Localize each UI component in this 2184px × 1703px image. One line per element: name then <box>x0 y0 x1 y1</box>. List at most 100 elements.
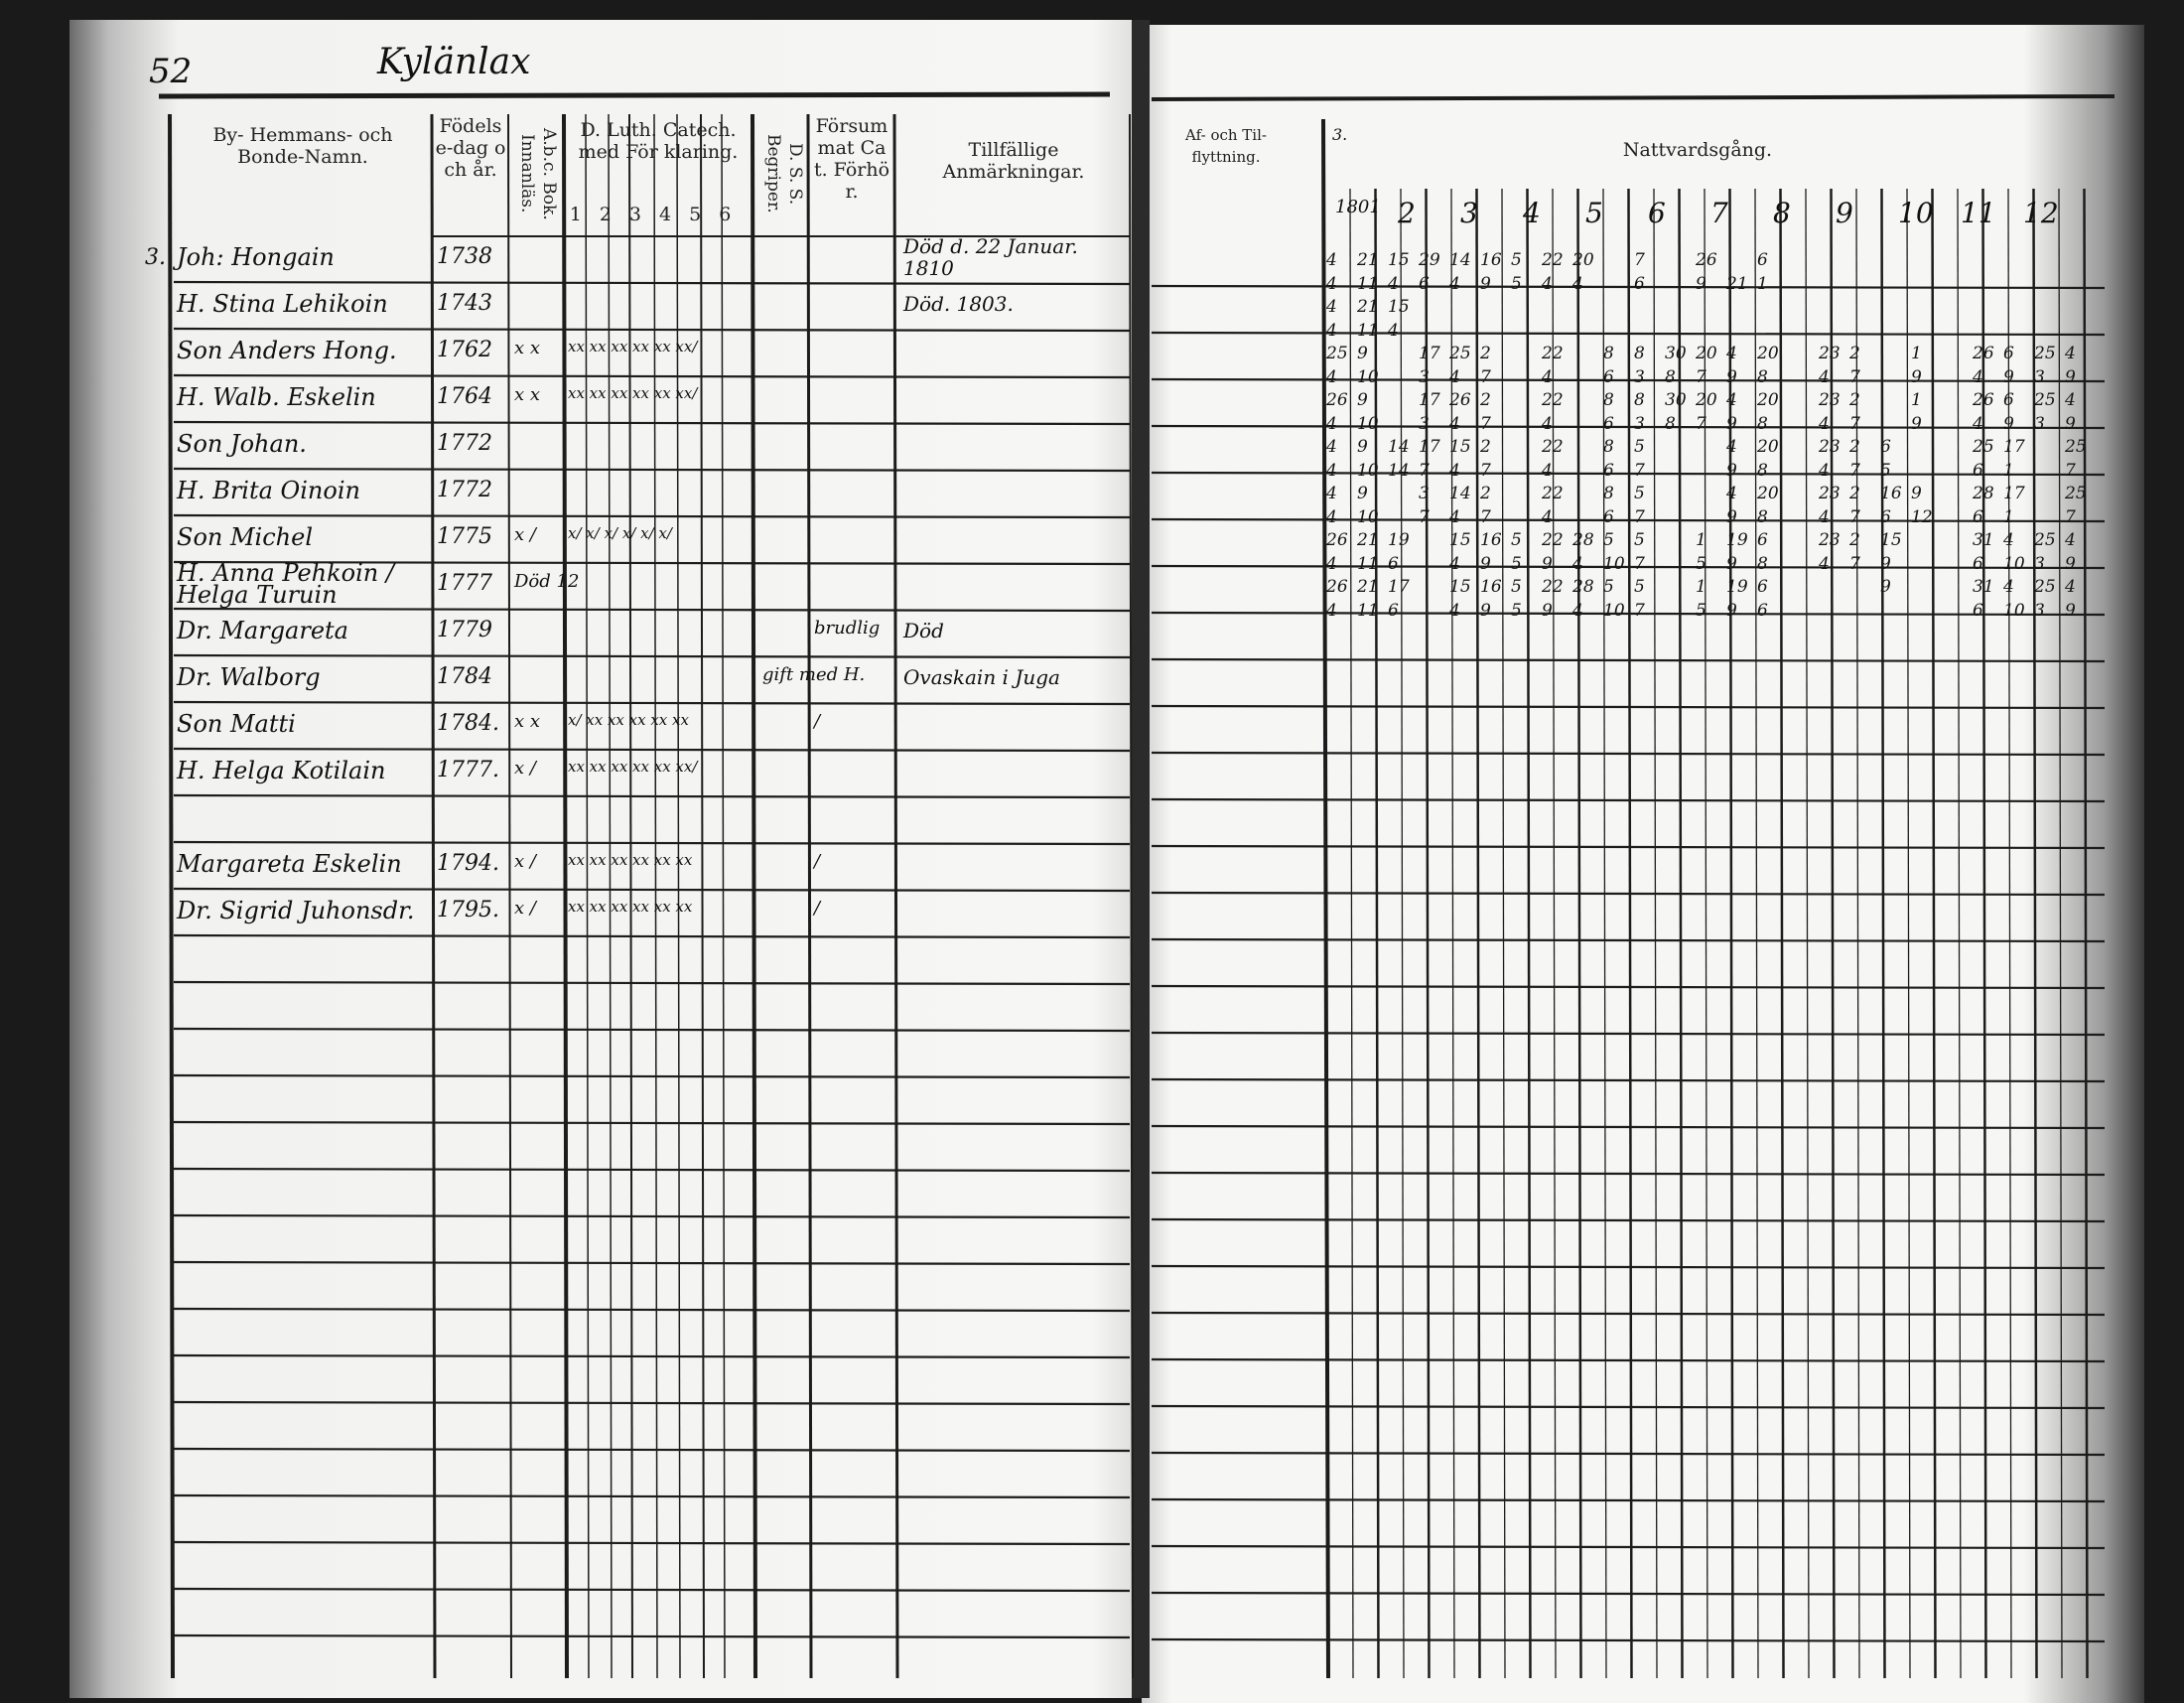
column-rule <box>1552 188 1557 1679</box>
communion-mark: 4 <box>1726 390 1737 410</box>
row-rule <box>173 653 1131 659</box>
person-name: Dr. Margareta <box>177 617 348 644</box>
communion-mark: 3 <box>2034 553 2045 574</box>
column-rule <box>1501 188 1506 1679</box>
person-name: H. Anna Pehkoin / Helga Turuin <box>177 559 394 609</box>
communion-mark: 26 <box>1326 577 1348 597</box>
communion-mark: 23 <box>1819 437 1841 457</box>
person-year: 1772 <box>437 478 492 502</box>
person-dss: / <box>814 851 821 872</box>
person-abc: x / <box>514 851 536 872</box>
communion-mark: 6 <box>1634 273 1645 294</box>
row-rule <box>1151 657 2106 663</box>
person-year: 1743 <box>437 291 492 316</box>
communion-mark: 17 <box>1419 390 1440 410</box>
communion-mark: 6 <box>1603 506 1614 527</box>
column-rule <box>1779 188 1785 1679</box>
person-remark: Död <box>903 619 944 642</box>
column-rule <box>1830 188 1836 1679</box>
communion-mark: 5 <box>1634 484 1645 503</box>
row-rule <box>1151 891 2106 897</box>
communion-mark: 20 <box>1757 390 1779 410</box>
year-11: 11 <box>1961 197 1996 229</box>
communion-mark: 7 <box>1849 366 1860 387</box>
communion-mark: 7 <box>2065 460 2076 481</box>
column-rule <box>585 113 590 1679</box>
row-rule <box>1151 331 2106 337</box>
person-year: 1738 <box>437 244 492 269</box>
communion-mark: 7 <box>1419 506 1430 527</box>
row-rule <box>173 1447 1131 1453</box>
year-4: 4 <box>1523 197 1541 229</box>
communion-mark: 9 <box>1911 413 1922 434</box>
person-catechism: xx xx xx xx xx xx <box>568 851 693 869</box>
column-rule <box>1906 188 1911 1679</box>
column-rule <box>892 113 899 1679</box>
person-remark: Död. 1803. <box>903 292 1014 316</box>
communion-mark: 8 <box>1603 344 1614 363</box>
communion-mark: 28 <box>1973 484 1994 503</box>
communion-mark: 4 <box>1819 460 1830 481</box>
part-1: 1 <box>569 204 600 225</box>
row-rule <box>173 1540 1131 1546</box>
communion-mark: 11 <box>1357 600 1379 621</box>
communion-mark: 6 <box>1880 437 1891 457</box>
communion-mark: 9 <box>1911 484 1922 503</box>
communion-mark: 4 <box>1449 413 1460 434</box>
communion-mark: 15 <box>1880 530 1902 550</box>
village-name: Kylänlax <box>377 42 531 82</box>
communion-mark: 15 <box>1449 530 1471 550</box>
person-abc: x x <box>514 384 541 405</box>
person-remark <box>903 561 1127 607</box>
row-rule <box>173 420 1131 426</box>
communion-mark: 15 <box>1449 437 1471 457</box>
communion-mark: 4 <box>1326 250 1337 270</box>
household-number: 3. <box>1332 125 1348 144</box>
communion-mark: 21 <box>1357 297 1379 317</box>
communion-mark: 14 <box>1388 460 1410 481</box>
person-abc: Död 12 <box>514 571 580 592</box>
communion-mark: 2 <box>1849 484 1860 503</box>
row-rule <box>173 1493 1131 1499</box>
communion-mark: 4 <box>1542 460 1553 481</box>
communion-mark: 17 <box>1419 437 1440 457</box>
communion-mark: 9 <box>1542 553 1553 574</box>
communion-mark: 6 <box>1757 600 1768 621</box>
person-year: 1795. <box>437 898 499 922</box>
row-rule <box>173 747 1131 753</box>
communion-mark: 20 <box>1757 344 1779 363</box>
row-rule <box>1151 751 2106 757</box>
part-5: 5 <box>689 204 720 225</box>
communion-mark: 15 <box>1449 577 1471 597</box>
row-rule <box>173 327 1131 333</box>
communion-mark: 8 <box>1665 366 1676 387</box>
communion-mark: 11 <box>1357 553 1379 574</box>
communion-mark: 1 <box>1911 344 1922 363</box>
column-rule <box>1400 188 1405 1679</box>
communion-mark: 9 <box>1726 506 1737 527</box>
communion-mark: 4 <box>1726 437 1737 457</box>
person-catechism: xx xx xx xx xx xx/ <box>568 758 698 776</box>
communion-mark: 10 <box>1357 366 1379 387</box>
communion-mark: 6 <box>1757 530 1768 550</box>
communion-mark: 4 <box>1572 600 1583 621</box>
person-year: 1777 <box>437 571 492 596</box>
communion-mark: 4 <box>1388 320 1399 341</box>
column-rule <box>628 113 633 1679</box>
communion-mark: 4 <box>2065 530 2076 550</box>
communion-mark: 8 <box>1634 344 1645 363</box>
person-dss: / <box>814 711 821 732</box>
communion-mark: 26 <box>1326 390 1348 410</box>
communion-mark: 9 <box>1726 460 1737 481</box>
header-catechism: D. Luth. Catech. med För klaring. <box>578 119 739 163</box>
row-rule <box>173 1260 1131 1266</box>
communion-mark: 9 <box>1357 390 1368 410</box>
column-rule <box>2083 188 2089 1679</box>
communion-mark: 26 <box>1326 530 1348 550</box>
communion-mark: 17 <box>2003 484 2025 503</box>
part-6: 6 <box>719 204 750 225</box>
catechism-parts: 123456 <box>568 204 751 225</box>
header-missed: Försummat Cat. Förhör. <box>813 115 890 203</box>
communion-mark: 2 <box>1480 484 1491 503</box>
communion-mark: 5 <box>1511 553 1522 574</box>
